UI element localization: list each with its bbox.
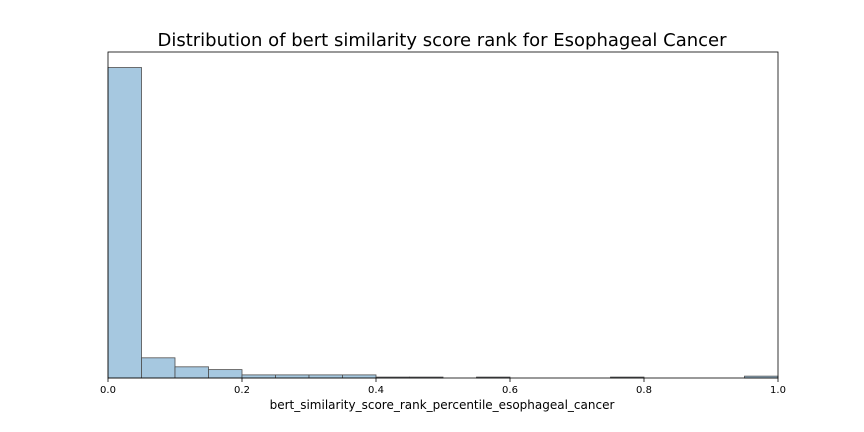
x-tick-label: 0.8 xyxy=(636,385,652,396)
histogram-bar xyxy=(275,374,310,379)
x-tick-label: 0.0 xyxy=(100,385,116,396)
histogram-bar xyxy=(208,369,243,379)
plot-frame xyxy=(107,51,779,379)
bars-group xyxy=(107,67,779,379)
chart-title: Distribution of bert similarity score ra… xyxy=(157,30,727,51)
x-axis-label: bert_similarity_score_rank_percentile_es… xyxy=(270,398,615,412)
x-ticks-group: 0.0 0.2 0.4 0.6 0.8 1.0 xyxy=(100,378,786,396)
histogram-bar xyxy=(308,374,343,379)
x-tick-label: 0.4 xyxy=(368,385,384,396)
x-tick-label: 0.6 xyxy=(502,385,518,396)
histogram-bar xyxy=(107,67,142,379)
x-tick-label: 1.0 xyxy=(770,385,786,396)
x-tick-label: 0.2 xyxy=(234,385,250,396)
histogram-bar xyxy=(174,366,209,379)
histogram-bar xyxy=(342,374,377,379)
histogram-bar xyxy=(141,357,176,379)
histogram-bar xyxy=(241,374,276,379)
